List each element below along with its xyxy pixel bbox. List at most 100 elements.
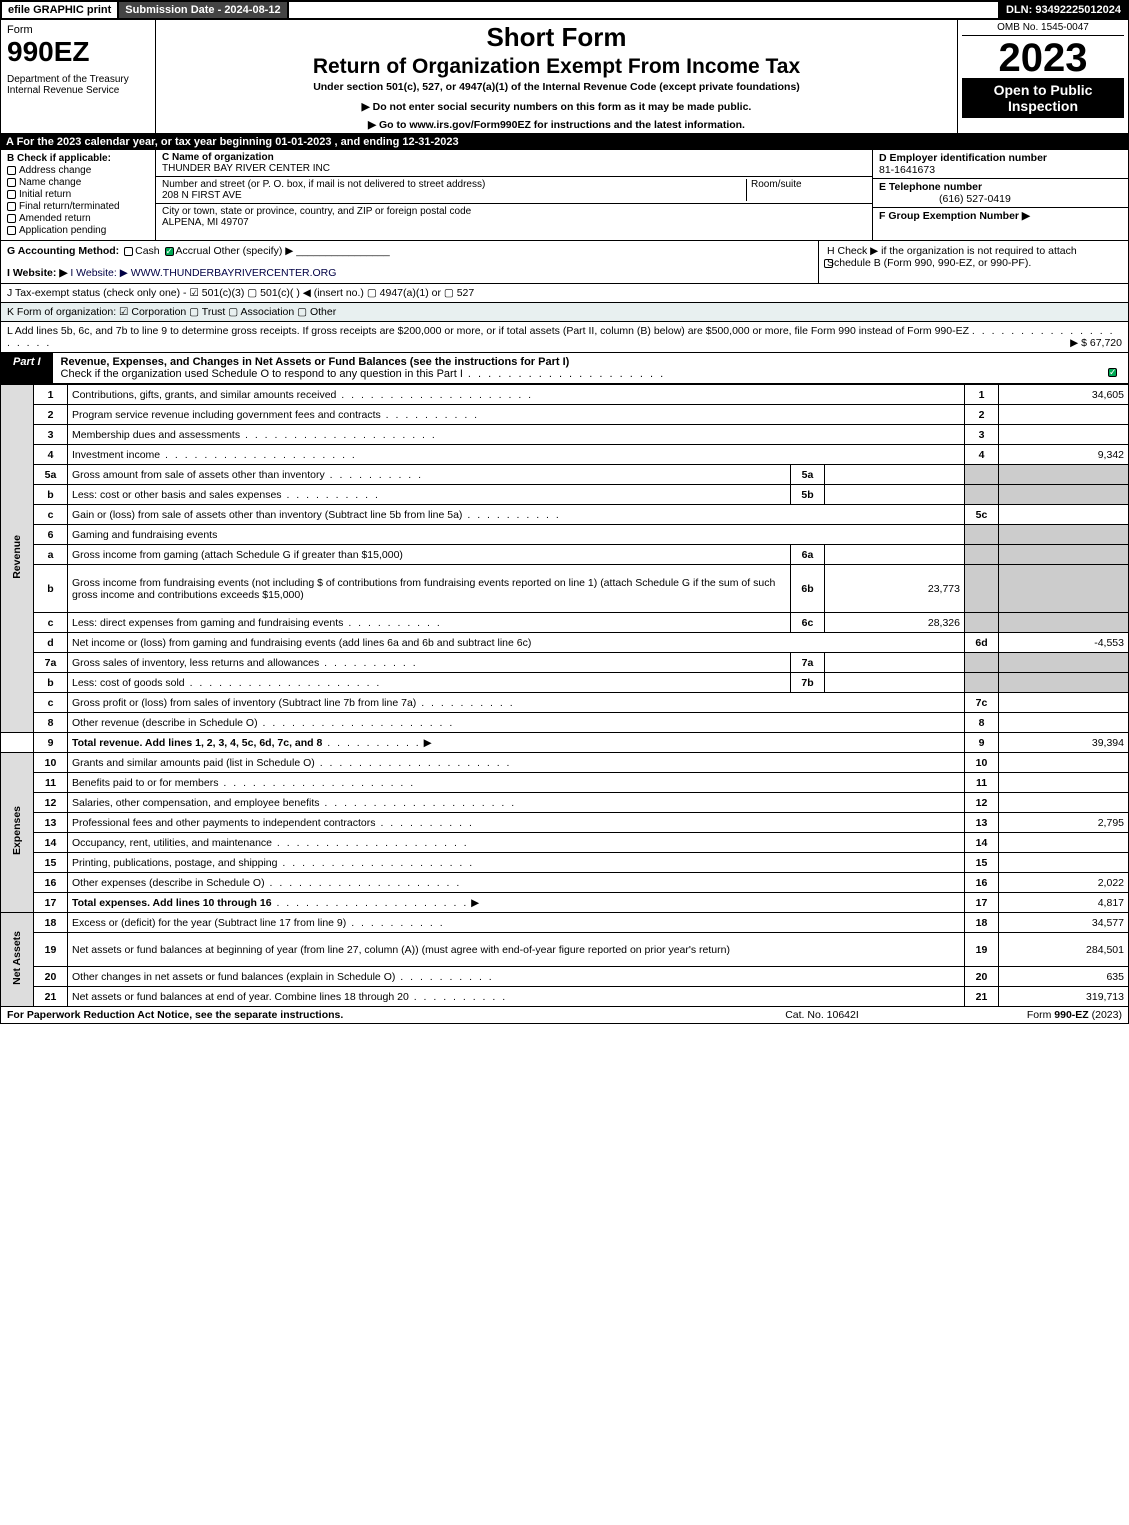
chk-initial-return[interactable]: Initial return xyxy=(7,189,149,200)
line-19-val: 284,501 xyxy=(999,933,1129,967)
part1-sub: Check if the organization used Schedule … xyxy=(61,368,463,380)
line-6a-desc: Gross income from gaming (attach Schedul… xyxy=(68,545,791,565)
line-10-desc: Grants and similar amounts paid (list in… xyxy=(68,753,965,773)
line-5a-desc: Gross amount from sale of assets other t… xyxy=(68,465,791,485)
chk-cash[interactable] xyxy=(124,247,133,256)
ein-value: 81-1641673 xyxy=(879,164,935,176)
box-def: D Employer identification number 81-1641… xyxy=(873,150,1128,240)
box-c: C Name of organization THUNDER BAY RIVER… xyxy=(156,150,873,240)
chk-accrual[interactable] xyxy=(165,247,174,256)
page-footer: For Paperwork Reduction Act Notice, see … xyxy=(0,1007,1129,1024)
addr-label: Number and street (or P. O. box, if mail… xyxy=(162,179,485,190)
e-label: E Telephone number xyxy=(879,181,982,193)
room-label: Room/suite xyxy=(751,179,802,190)
line-6b-desc: Gross income from fundraising events (no… xyxy=(68,565,791,613)
line-7a-desc: Gross sales of inventory, less returns a… xyxy=(68,653,791,673)
c-city-row: City or town, state or province, country… xyxy=(156,204,872,230)
line-16-val: 2,022 xyxy=(999,873,1129,893)
line-14-desc: Occupancy, rent, utilities, and maintena… xyxy=(68,833,965,853)
g-label: G Accounting Method: xyxy=(7,245,119,257)
open-to-public: Open to Public Inspection xyxy=(962,78,1124,118)
line-18-desc: Excess or (deficit) for the year (Subtra… xyxy=(68,913,965,933)
chk-final-return[interactable]: Final return/terminated xyxy=(7,201,149,212)
row-g: G Accounting Method: Cash Accrual Other … xyxy=(1,241,818,283)
line-17-desc: Total expenses. Add lines 10 through 16 … xyxy=(68,893,965,913)
line-6c-val: 28,326 xyxy=(825,613,965,633)
ssn-warning: ▶ Do not enter social security numbers o… xyxy=(164,101,949,113)
goto-link[interactable]: ▶ Go to www.irs.gov/Form990EZ for instru… xyxy=(164,119,949,131)
under-section: Under section 501(c), 527, or 4947(a)(1)… xyxy=(164,81,949,93)
chk-amended-return[interactable]: Amended return xyxy=(7,213,149,224)
footer-left: For Paperwork Reduction Act Notice, see … xyxy=(7,1009,722,1021)
d-label: D Employer identification number xyxy=(879,152,1047,164)
line-2-desc: Program service revenue including govern… xyxy=(68,405,965,425)
line-21-desc: Net assets or fund balances at end of ye… xyxy=(68,987,965,1007)
line-13-desc: Professional fees and other payments to … xyxy=(68,813,965,833)
top-bar: efile GRAPHIC print Submission Date - 20… xyxy=(0,0,1129,20)
chk-schedule-b[interactable] xyxy=(824,259,833,268)
chk-schedule-o[interactable] xyxy=(1108,368,1117,377)
header-right: OMB No. 1545-0047 2023 Open to Public In… xyxy=(958,20,1128,133)
form-number: 990EZ xyxy=(7,36,149,68)
line-7b-desc: Less: cost of goods sold xyxy=(68,673,791,693)
chk-application-pending[interactable]: Application pending xyxy=(7,225,149,236)
line-1-val: 34,605 xyxy=(999,385,1129,405)
netassets-side-label: Net Assets xyxy=(1,913,34,1007)
line-17-val: 4,817 xyxy=(999,893,1129,913)
part1-header: Part I Revenue, Expenses, and Changes in… xyxy=(0,353,1129,384)
c-label: C Name of organization xyxy=(162,152,274,163)
chk-name-change[interactable]: Name change xyxy=(7,177,149,188)
revenue-side-label: Revenue xyxy=(1,385,34,733)
tax-year: 2023 xyxy=(962,38,1124,78)
footer-cat: Cat. No. 10642I xyxy=(722,1009,922,1021)
dept-label: Department of the Treasury Internal Reve… xyxy=(7,74,149,96)
form-header: Form 990EZ Department of the Treasury In… xyxy=(0,20,1129,134)
website-link[interactable]: I Website: ▶ WWW.THUNDERBAYRIVERCENTER.O… xyxy=(70,267,336,279)
org-city: ALPENA, MI 49707 xyxy=(162,217,249,228)
row-gh: G Accounting Method: Cash Accrual Other … xyxy=(0,241,1129,284)
phone-value: (616) 527-0419 xyxy=(879,193,1011,205)
line-6d-val: -4,553 xyxy=(999,633,1129,653)
c-name-row: C Name of organization THUNDER BAY RIVER… xyxy=(156,150,872,177)
expenses-side-label: Expenses xyxy=(1,753,34,913)
line-4-val: 9,342 xyxy=(999,445,1129,465)
header-mid: Short Form Return of Organization Exempt… xyxy=(156,20,958,133)
spacer xyxy=(289,2,1000,18)
line-18-val: 34,577 xyxy=(999,913,1129,933)
line-6b-val: 23,773 xyxy=(825,565,965,613)
line-20-desc: Other changes in net assets or fund bala… xyxy=(68,967,965,987)
row-a-tax-year: A For the 2023 calendar year, or tax yea… xyxy=(0,134,1129,150)
header-left: Form 990EZ Department of the Treasury In… xyxy=(1,20,156,133)
efile-label[interactable]: efile GRAPHIC print xyxy=(2,2,119,18)
line-1-rnum: 1 xyxy=(965,385,999,405)
submission-date: Submission Date - 2024-08-12 xyxy=(119,2,288,18)
org-name: THUNDER BAY RIVER CENTER INC xyxy=(162,163,330,174)
city-label: City or town, state or province, country… xyxy=(162,206,471,217)
line-1-num: 1 xyxy=(34,385,68,405)
box-d: D Employer identification number 81-1641… xyxy=(873,150,1128,179)
c-addr-row: Number and street (or P. O. box, if mail… xyxy=(156,177,872,204)
line-11-desc: Benefits paid to or for members xyxy=(68,773,965,793)
part1-table: Revenue 1 Contributions, gifts, grants, … xyxy=(0,384,1129,1007)
box-b-title: B Check if applicable: xyxy=(7,153,149,164)
l-text: L Add lines 5b, 6c, and 7b to line 9 to … xyxy=(7,325,969,337)
line-9-val: 39,394 xyxy=(999,733,1129,753)
line-9-desc: Total revenue. Add lines 1, 2, 3, 4, 5c,… xyxy=(68,733,965,753)
section-bcdef: B Check if applicable: Address change Na… xyxy=(0,150,1129,241)
omb-number: OMB No. 1545-0047 xyxy=(962,22,1124,36)
line-20-val: 635 xyxy=(999,967,1129,987)
l-value: ▶ $ 67,720 xyxy=(1070,337,1122,349)
line-7c-desc: Gross profit or (loss) from sales of inv… xyxy=(68,693,965,713)
line-13-val: 2,795 xyxy=(999,813,1129,833)
box-b: B Check if applicable: Address change Na… xyxy=(1,150,156,240)
chk-address-change[interactable]: Address change xyxy=(7,165,149,176)
org-address: 208 N FIRST AVE xyxy=(162,190,242,201)
line-5b-desc: Less: cost or other basis and sales expe… xyxy=(68,485,791,505)
short-form-title: Short Form xyxy=(164,22,949,53)
line-15-desc: Printing, publications, postage, and shi… xyxy=(68,853,965,873)
f-label: F Group Exemption Number ▶ xyxy=(879,210,1030,222)
line-1-desc: Contributions, gifts, grants, and simila… xyxy=(68,385,965,405)
line-19-desc: Net assets or fund balances at beginning… xyxy=(68,933,965,967)
line-6d-desc: Net income or (loss) from gaming and fun… xyxy=(68,633,965,653)
row-l: L Add lines 5b, 6c, and 7b to line 9 to … xyxy=(0,322,1129,353)
